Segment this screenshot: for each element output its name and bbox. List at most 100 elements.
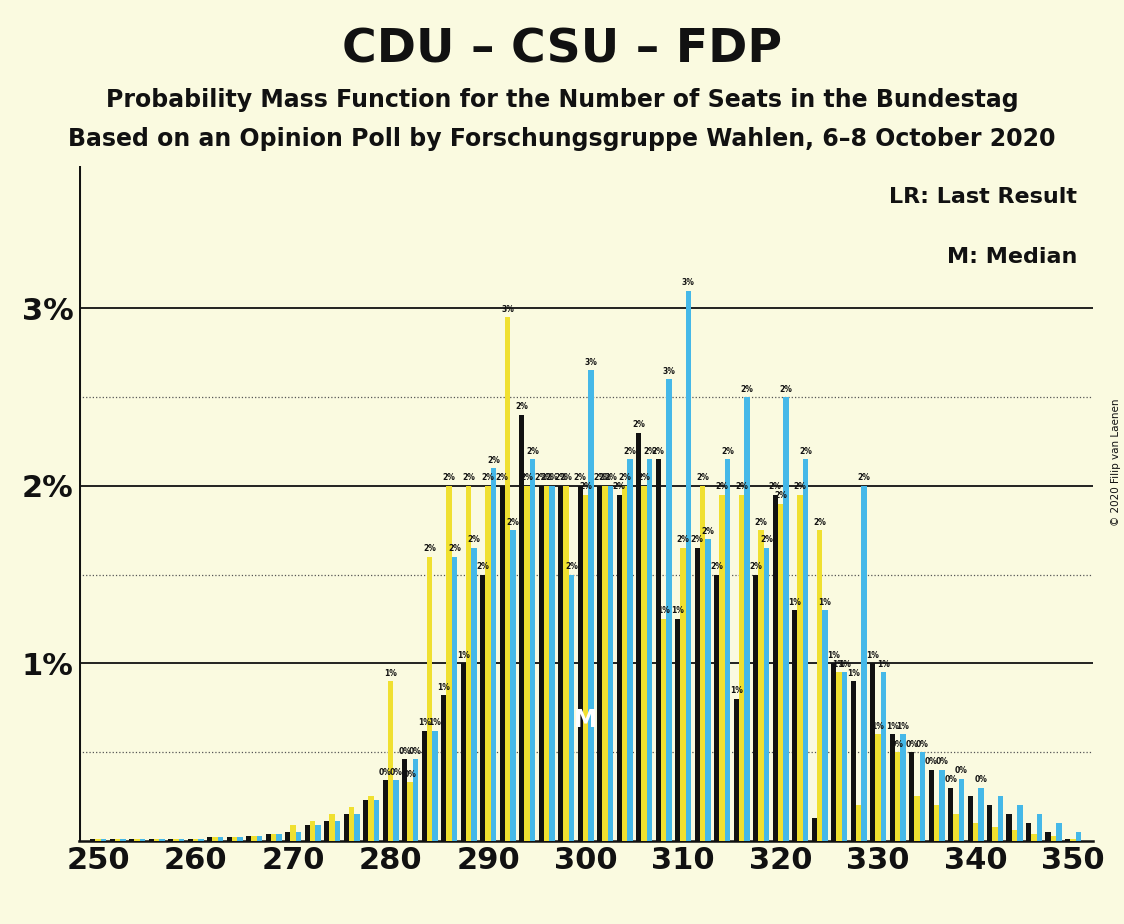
Bar xyxy=(179,839,184,841)
Bar xyxy=(914,796,919,841)
Text: 0%: 0% xyxy=(379,768,391,777)
Bar xyxy=(881,673,886,841)
Text: 2%: 2% xyxy=(565,562,578,571)
Bar xyxy=(237,837,243,841)
Text: 0%: 0% xyxy=(409,747,422,756)
Bar xyxy=(744,397,750,841)
Bar xyxy=(101,839,107,841)
Text: M: M xyxy=(574,708,597,732)
Bar xyxy=(218,837,224,841)
Bar xyxy=(198,839,203,841)
Bar xyxy=(987,806,992,841)
Bar xyxy=(422,731,427,841)
Bar xyxy=(973,823,978,841)
Text: 2%: 2% xyxy=(799,446,812,456)
Text: 2%: 2% xyxy=(541,473,553,482)
Bar xyxy=(1076,832,1081,841)
Bar xyxy=(296,832,301,841)
Text: 3%: 3% xyxy=(682,278,695,287)
Bar xyxy=(305,825,310,841)
Bar xyxy=(602,486,608,841)
Bar xyxy=(207,837,212,841)
Text: 2%: 2% xyxy=(624,446,636,456)
Bar xyxy=(797,494,803,841)
Bar xyxy=(934,806,940,841)
Bar xyxy=(446,486,452,841)
Bar xyxy=(998,796,1003,841)
Bar xyxy=(413,760,418,841)
Bar xyxy=(695,548,700,841)
Text: 2%: 2% xyxy=(701,527,715,536)
Text: 2%: 2% xyxy=(487,456,500,465)
Text: 0%: 0% xyxy=(398,747,411,756)
Bar xyxy=(257,835,262,841)
Bar xyxy=(753,575,759,841)
Text: 2%: 2% xyxy=(477,562,489,571)
Bar xyxy=(836,673,842,841)
Bar xyxy=(538,486,544,841)
Text: 1%: 1% xyxy=(729,687,743,695)
Text: 2%: 2% xyxy=(424,544,436,553)
Bar xyxy=(90,839,96,841)
Bar xyxy=(597,486,602,841)
Bar xyxy=(369,796,374,841)
Bar xyxy=(759,530,764,841)
Bar xyxy=(803,459,808,841)
Text: 2%: 2% xyxy=(604,473,617,482)
Bar xyxy=(310,821,316,841)
Text: 2%: 2% xyxy=(710,562,723,571)
Bar xyxy=(588,371,593,841)
Bar xyxy=(363,800,369,841)
Text: 3%: 3% xyxy=(501,305,514,313)
Bar xyxy=(519,415,525,841)
Bar xyxy=(329,814,335,841)
Text: 2%: 2% xyxy=(637,473,651,482)
Bar xyxy=(608,486,614,841)
Text: 1%: 1% xyxy=(846,669,860,677)
Bar xyxy=(505,317,510,841)
Text: 1%: 1% xyxy=(827,650,840,660)
Text: 1%: 1% xyxy=(428,718,442,727)
Bar xyxy=(382,781,388,841)
Bar xyxy=(642,486,646,841)
Bar xyxy=(895,752,900,841)
Text: LR: Last Result: LR: Last Result xyxy=(889,187,1077,207)
Text: 0%: 0% xyxy=(390,768,402,777)
Bar xyxy=(622,486,627,841)
Bar xyxy=(499,486,505,841)
Bar xyxy=(812,818,817,841)
Bar xyxy=(792,610,797,841)
Bar xyxy=(627,459,633,841)
Bar xyxy=(544,486,550,841)
Text: 2%: 2% xyxy=(579,482,592,492)
Bar xyxy=(676,619,680,841)
Bar xyxy=(491,468,496,841)
Text: 1%: 1% xyxy=(877,660,890,669)
Bar xyxy=(831,663,836,841)
Text: 0%: 0% xyxy=(955,766,968,775)
Bar xyxy=(407,783,413,841)
Text: 2%: 2% xyxy=(560,473,572,482)
Text: 1%: 1% xyxy=(871,722,885,731)
Bar xyxy=(900,735,906,841)
Text: 1%: 1% xyxy=(437,683,451,692)
Bar xyxy=(160,839,165,841)
Text: 1%: 1% xyxy=(839,660,851,669)
Text: Probability Mass Function for the Number of Seats in the Bundestag: Probability Mass Function for the Number… xyxy=(106,88,1018,112)
Bar xyxy=(1036,814,1042,841)
Bar xyxy=(1045,832,1051,841)
Text: 2%: 2% xyxy=(760,535,773,544)
Text: 0%: 0% xyxy=(975,775,987,784)
Text: 2%: 2% xyxy=(750,562,762,571)
Text: 2%: 2% xyxy=(677,535,689,544)
Bar xyxy=(823,610,827,841)
Text: 2%: 2% xyxy=(554,473,568,482)
Text: 0%: 0% xyxy=(916,739,928,748)
Bar xyxy=(525,486,529,841)
Text: 3%: 3% xyxy=(662,367,676,376)
Bar xyxy=(889,735,895,841)
Bar xyxy=(928,770,934,841)
Bar xyxy=(842,673,847,841)
Bar xyxy=(486,486,491,841)
Bar xyxy=(148,839,154,841)
